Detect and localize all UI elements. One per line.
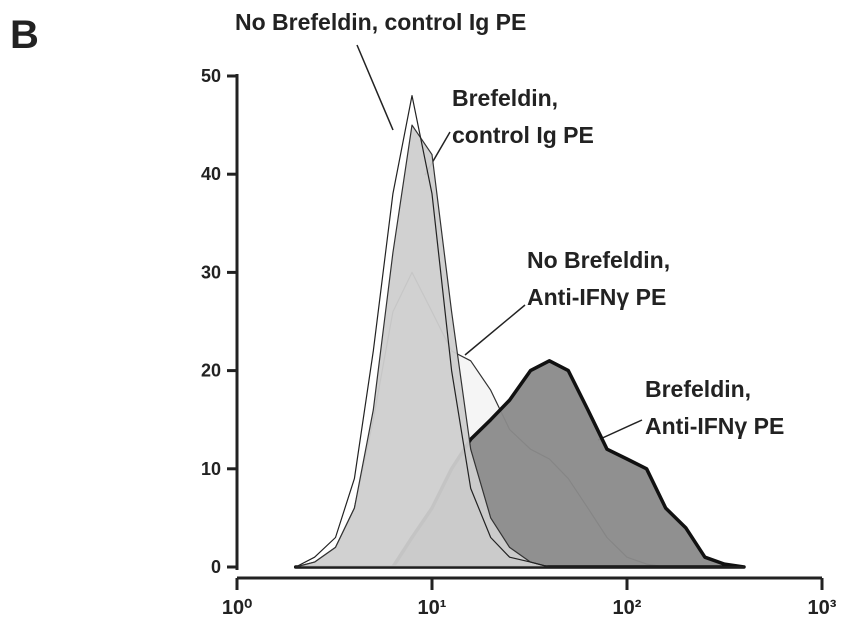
x-tick-label: 10²: [613, 597, 642, 619]
leader-line: [464, 304, 526, 356]
y-tick-label: 40: [201, 164, 221, 184]
annotation: Anti-IFNγ PE: [645, 413, 784, 439]
panel-label: B: [10, 13, 39, 57]
x-tick-label: 10⁰: [222, 597, 252, 619]
y-tick-label: 50: [201, 66, 221, 86]
histogram-area: [295, 95, 745, 568]
annotation: Anti-IFNγ PE: [527, 284, 666, 310]
x-tick-label: 10¹: [418, 597, 447, 619]
leader-line: [597, 419, 643, 441]
y-tick-label: 0: [211, 557, 221, 577]
annotation: control Ig PE: [452, 122, 594, 148]
annotation: Brefeldin,: [452, 85, 558, 111]
leader-line: [356, 44, 394, 131]
annotation: No Brefeldin, control Ig PE: [235, 9, 526, 35]
annotation: Brefeldin,: [645, 376, 751, 402]
annotation: No Brefeldin,: [527, 247, 670, 273]
y-tick-label: 30: [201, 262, 221, 282]
y-tick-label: 20: [201, 361, 221, 381]
y-tick-label: 10: [201, 459, 221, 479]
x-tick-label: 10³: [808, 597, 837, 619]
